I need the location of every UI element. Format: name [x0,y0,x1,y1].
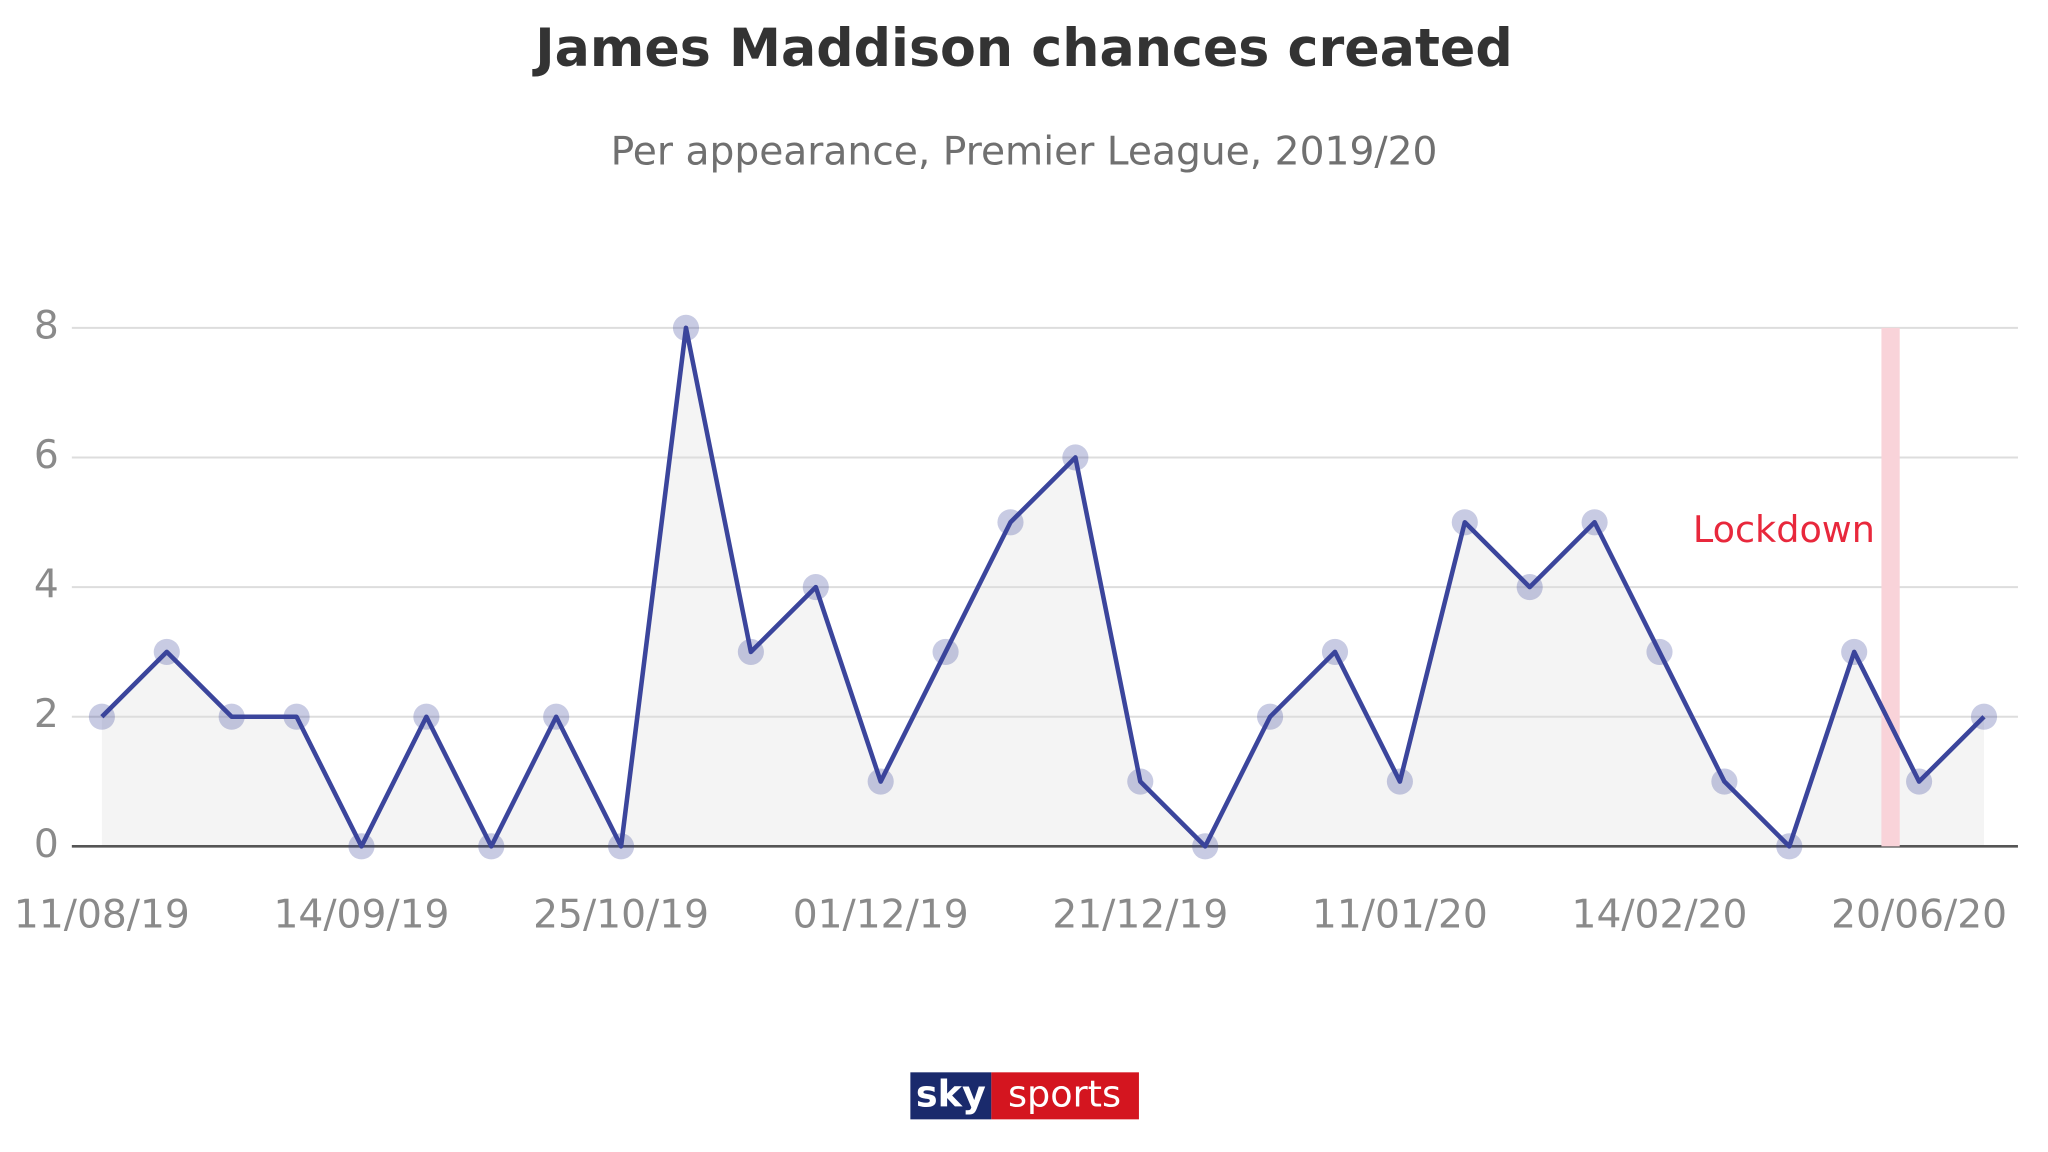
point [997,509,1024,536]
point [1386,768,1413,795]
x-tick-label: 21/12/19 [1052,892,1228,937]
point [1581,509,1608,536]
y-tick-label: 4 [34,563,59,608]
x-tick-label: 14/02/20 [1572,892,1748,937]
x-tick-label: 11/08/19 [14,892,190,937]
point [1127,768,1154,795]
point [802,574,829,601]
x-tick-label: 25/10/19 [533,892,709,937]
x-tick-label: 01/12/19 [793,892,969,937]
y-tick-label: 8 [34,303,59,348]
point [1062,444,1089,471]
point [1776,833,1803,860]
logo-sports: sports [1008,1072,1121,1115]
y-tick-label: 0 [34,822,59,867]
x-tick-label: 20/06/20 [1831,892,2007,937]
point [867,768,894,795]
point [1192,833,1219,860]
point [478,833,505,860]
point [413,703,440,730]
point [218,703,245,730]
point [543,703,570,730]
annotation: Lockdown [1693,508,1875,551]
point [932,638,959,665]
point [283,703,310,730]
point [1841,638,1868,665]
point [153,638,180,665]
logo-sports-box [991,1072,1139,1120]
point [1970,703,1998,730]
point [1646,638,1673,665]
point [737,638,764,665]
point [348,833,375,860]
point [1711,768,1738,795]
point [1257,703,1284,730]
point [608,833,635,860]
chart-title: James Maddison chances created [532,19,1513,79]
y-tick-label: 6 [34,433,59,478]
line [100,325,1986,849]
point [88,703,115,730]
lockdown-band [1881,327,1900,847]
point [1516,574,1543,601]
y-tick-label: 2 [34,692,59,737]
point [1321,638,1349,665]
x-tick-label: 11/01/20 [1312,892,1488,937]
logo-sky-box [910,1072,992,1120]
logo: sky sports [910,1072,1139,1120]
logo-sky: sky [916,1072,986,1115]
point [1451,509,1478,536]
chart-subtitle: Per appearance, Premier League, 2019/20 [611,130,1438,175]
x-tick-label: 14/09/19 [274,892,450,937]
point [1906,768,1933,795]
point [672,314,700,341]
